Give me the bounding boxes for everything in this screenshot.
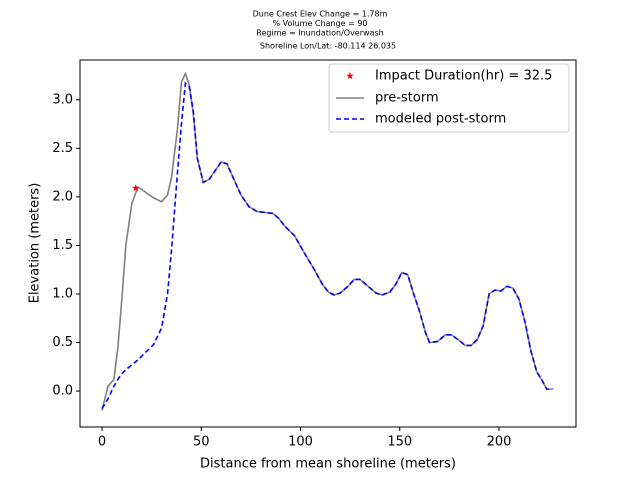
title-line: Dune Crest Elev Change = 1.78m [253,10,388,19]
y-axis-label: Elevation (meters) [28,183,43,304]
legend-box [328,63,570,133]
y-tick-label: 2.5 [52,141,73,156]
legend-label: Impact Duration(hr) = 32.5 [375,69,552,84]
y-tick-label: 0.5 [52,335,73,350]
plot-frame [79,59,577,428]
title-line: Shoreline Lon/Lat: -80.114 26.035 [260,42,396,51]
x-tick-label: 50 [193,435,210,450]
x-tick-label: 150 [387,435,412,450]
y-tick-label: 0.0 [52,384,73,399]
x-axis-label: Distance from mean shoreline (meters) [200,457,456,472]
x-tick-label: 200 [487,435,512,450]
legend-marker [346,72,354,80]
y-tick-label: 1.5 [52,238,73,253]
legend-label: modeled post-storm [375,112,506,127]
impact-marker [131,184,140,192]
title-line: Regime = Inundation/Overwash [256,29,383,38]
x-tick-label: 0 [98,435,106,450]
y-tick-label: 2.0 [52,189,73,204]
x-tick-label: 100 [288,435,313,450]
y-tick-label: 1.0 [52,286,73,301]
y-tick-label: 3.0 [52,92,73,107]
legend-label: pre-storm [375,91,439,106]
title-line: % Volume Change = 90 [272,19,367,28]
series-line [101,81,553,409]
